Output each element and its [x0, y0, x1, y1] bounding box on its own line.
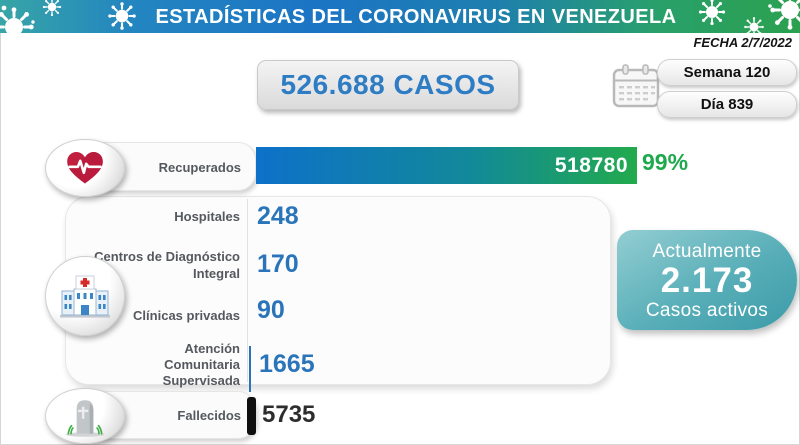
heart-pulse-icon — [67, 151, 103, 184]
recovered-bar: 518780 — [256, 147, 637, 184]
calendar-icon — [612, 64, 660, 108]
facility-value-tick — [249, 346, 251, 392]
facility-label: Atención Comunitaria Supervisada — [162, 341, 240, 388]
report-date: FECHA 2/7/2022 — [693, 35, 792, 50]
week-badge: Semana 120 — [657, 59, 797, 86]
facilities-icon-badge — [45, 256, 125, 336]
week-label: Semana 120 — [683, 64, 771, 81]
recovered-label: Recuperados — [158, 160, 241, 175]
active-cases-badge: Actualmente 2.173 Casos activos — [617, 230, 797, 330]
recovered-value: 518780 — [554, 154, 628, 177]
hospital-icon — [60, 275, 110, 318]
deceased-value: 5735 — [262, 401, 316, 428]
facility-value: 170 — [257, 250, 299, 278]
header-banner: ESTADÍSTICAS DEL CORONAVIRUS EN VENEZUEL… — [0, 0, 800, 33]
total-cases-label: 526.688 CASOS — [280, 69, 496, 100]
facility-value: 90 — [257, 296, 285, 324]
virus-icon — [0, 0, 137, 33]
facilities-panel — [65, 196, 611, 385]
facility-value: 248 — [257, 202, 299, 230]
recovered-icon-badge — [45, 139, 125, 197]
active-cases-heading: Actualmente — [652, 241, 762, 262]
deceased-label: Fallecidos — [177, 408, 241, 423]
virus-icon — [697, 0, 800, 33]
total-cases-box: 526.688 CASOS — [257, 60, 519, 110]
page-title: ESTADÍSTICAS DEL CORONAVIRUS EN VENEZUEL… — [155, 6, 677, 28]
tombstone-icon — [65, 400, 105, 437]
facility-value: 1665 — [259, 350, 315, 378]
recovered-percent: 99% — [642, 149, 689, 175]
facility-label: Hospitales — [174, 209, 240, 224]
facility-label: Centros de Diagnóstico Integral — [94, 249, 240, 281]
deceased-icon-badge — [45, 388, 125, 444]
active-cases-caption: Casos activos — [645, 299, 769, 321]
day-badge: Día 839 — [657, 91, 797, 118]
divider-line — [247, 199, 248, 382]
facility-label: Clínicas privadas — [133, 308, 240, 323]
day-label: Día 839 — [700, 96, 754, 113]
deceased-value-bar — [247, 397, 256, 435]
active-cases-value: 2.173 — [660, 261, 754, 300]
